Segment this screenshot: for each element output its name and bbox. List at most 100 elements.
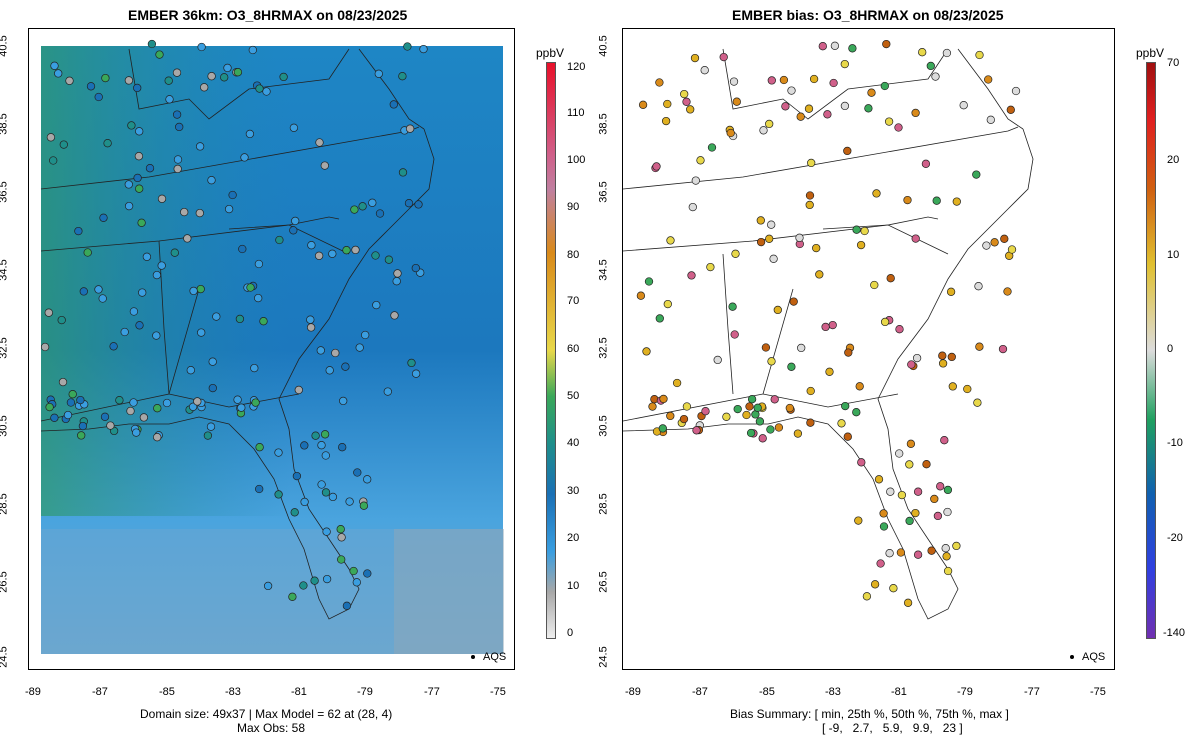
station-marker bbox=[943, 507, 952, 517]
station-marker bbox=[207, 176, 216, 185]
station-marker bbox=[238, 244, 247, 254]
station-marker bbox=[972, 170, 981, 179]
station-marker bbox=[337, 555, 346, 564]
lat-tick: 40.5 bbox=[597, 35, 610, 57]
station-marker bbox=[770, 395, 779, 404]
station-marker bbox=[363, 475, 372, 484]
station-marker bbox=[153, 433, 162, 442]
station-marker bbox=[124, 201, 134, 211]
station-marker bbox=[175, 122, 184, 132]
station-marker bbox=[680, 89, 689, 99]
lat-tick: 24.5 bbox=[597, 646, 610, 668]
station-marker bbox=[903, 598, 913, 607]
station-marker bbox=[636, 291, 646, 300]
station-marker bbox=[352, 578, 361, 587]
station-marker bbox=[137, 218, 146, 227]
colorbar-tick: 70 bbox=[1167, 57, 1180, 69]
station-marker bbox=[795, 233, 804, 242]
station-marker bbox=[172, 110, 182, 119]
colorbar-tick: 120 bbox=[567, 61, 586, 73]
station-marker bbox=[931, 72, 940, 81]
station-marker bbox=[911, 508, 920, 518]
station-marker bbox=[321, 451, 330, 460]
station-marker bbox=[840, 59, 849, 69]
station-marker bbox=[212, 312, 221, 321]
station-marker bbox=[889, 584, 898, 593]
station-marker bbox=[672, 378, 682, 388]
station-marker bbox=[652, 162, 661, 171]
station-marker bbox=[984, 75, 993, 84]
station-marker bbox=[658, 424, 667, 433]
station-marker bbox=[773, 305, 782, 315]
station-marker bbox=[719, 52, 728, 62]
station-marker bbox=[411, 369, 421, 378]
lon-tick: -85 bbox=[759, 686, 775, 698]
station-marker bbox=[66, 398, 76, 407]
station-marker bbox=[844, 348, 853, 357]
station-marker bbox=[761, 343, 771, 352]
station-marker bbox=[50, 413, 59, 422]
station-marker bbox=[342, 601, 352, 610]
lat-tick: 32.5 bbox=[597, 337, 610, 359]
station-marker bbox=[292, 471, 302, 481]
station-marker bbox=[879, 522, 889, 531]
station-marker bbox=[407, 358, 416, 368]
station-marker bbox=[316, 346, 325, 355]
colorbar-tick: 10 bbox=[567, 580, 580, 592]
station-marker bbox=[713, 355, 722, 365]
station-marker bbox=[246, 283, 255, 292]
station-marker bbox=[250, 363, 259, 373]
station-marker bbox=[874, 475, 884, 484]
station-marker bbox=[688, 202, 697, 212]
station-marker bbox=[843, 432, 852, 441]
station-marker bbox=[774, 423, 784, 432]
station-marker bbox=[733, 404, 742, 414]
colorbar-tick: 60 bbox=[567, 343, 580, 355]
station-marker bbox=[638, 100, 648, 109]
left-subtitle-line1: Domain size: 49x37 | Max Model = 62 at (… bbox=[140, 707, 393, 721]
station-marker bbox=[358, 202, 367, 211]
station-marker bbox=[350, 205, 359, 214]
station-marker bbox=[943, 566, 953, 576]
station-marker bbox=[805, 200, 814, 210]
lat-tick: 40.5 bbox=[0, 35, 10, 57]
station-marker bbox=[196, 284, 205, 294]
station-marker bbox=[927, 546, 936, 555]
station-marker bbox=[164, 76, 173, 85]
station-marker bbox=[275, 235, 284, 245]
left-colorbar bbox=[546, 62, 556, 639]
colorbar-tick: 50 bbox=[567, 390, 580, 402]
station-marker bbox=[785, 403, 794, 413]
station-marker bbox=[306, 323, 316, 332]
station-marker bbox=[781, 102, 790, 111]
station-marker bbox=[806, 418, 815, 427]
station-marker bbox=[393, 269, 402, 278]
station-marker bbox=[398, 168, 408, 177]
station-marker bbox=[952, 541, 961, 551]
station-marker bbox=[152, 331, 161, 340]
station-marker bbox=[905, 460, 914, 469]
station-marker bbox=[46, 133, 56, 142]
station-marker bbox=[306, 315, 315, 324]
station-marker bbox=[98, 294, 107, 303]
station-marker bbox=[855, 382, 864, 391]
right-boundaries bbox=[623, 48, 1034, 620]
station-marker bbox=[932, 196, 941, 205]
station-marker bbox=[876, 559, 885, 568]
left-subtitle-line2: Max Obs: 58 bbox=[237, 721, 306, 735]
station-marker bbox=[793, 429, 803, 438]
station-marker bbox=[1011, 86, 1021, 96]
lon-tick: -87 bbox=[92, 686, 108, 698]
station-marker bbox=[809, 74, 819, 84]
station-marker bbox=[812, 243, 821, 253]
left-panel-title: EMBER 36km: O3_8HRMAX on 08/23/2025 bbox=[128, 7, 408, 23]
station-marker bbox=[815, 270, 824, 279]
station-marker bbox=[998, 344, 1008, 354]
station-marker bbox=[99, 213, 108, 222]
station-marker bbox=[336, 525, 345, 534]
station-marker bbox=[767, 76, 776, 85]
station-marker bbox=[345, 497, 354, 506]
station-marker bbox=[755, 417, 765, 426]
station-marker bbox=[331, 348, 340, 358]
station-marker bbox=[251, 398, 260, 407]
